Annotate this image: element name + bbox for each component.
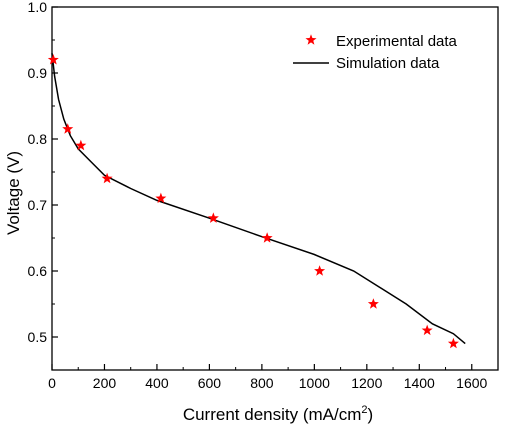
- legend-box: [285, 25, 481, 75]
- x-tick-label: 400: [145, 375, 169, 391]
- x-tick-label: 1000: [299, 375, 330, 391]
- experimental-point: [101, 172, 113, 184]
- experimental-point: [155, 192, 167, 204]
- series-layer: [47, 53, 466, 349]
- y-tick-label: 0.6: [28, 263, 48, 279]
- x-tick-label: 600: [198, 375, 222, 391]
- x-axis-title-end: ): [368, 405, 374, 424]
- y-tick-label: 0.8: [28, 131, 48, 147]
- y-axis-title: Voltage (V): [4, 151, 23, 235]
- legend-star-marker: [305, 34, 317, 45]
- x-tick-label: 1400: [404, 375, 435, 391]
- simulation-line: [51, 53, 466, 345]
- experimental-point: [62, 123, 74, 134]
- x-axis-title-main: Current density (mA/cm: [183, 405, 362, 424]
- plot-border: [51, 6, 499, 371]
- x-tick-label: 0: [48, 375, 56, 391]
- axis-ticks: 0 200 400 600 800 1000 1200 1400 1600 0.5 0.6 0.7 0.…: [28, 0, 488, 391]
- x-tick-label: 1200: [351, 375, 382, 391]
- x-tick-label: 1600: [456, 375, 487, 391]
- experimental-point: [447, 337, 459, 349]
- x-axis-title-sup: 2: [361, 404, 367, 416]
- legend-label-experimental: Experimental data: [336, 33, 458, 50]
- legend: Experimental data Simulation data: [285, 25, 481, 75]
- y-tick-label: 1.0: [28, 0, 48, 15]
- experimental-point: [75, 139, 87, 151]
- experimental-point: [261, 232, 273, 243]
- y-tick-label: 0.7: [28, 197, 48, 213]
- experimental-point: [47, 54, 59, 65]
- y-tick-label: 0.9: [28, 65, 48, 81]
- experimental-point: [367, 298, 379, 309]
- legend-label-simulation: Simulation data: [336, 55, 440, 72]
- y-tick-label: 0.5: [28, 329, 48, 345]
- experimental-point: [207, 212, 219, 223]
- plot-frame: [51, 6, 499, 371]
- x-axis-title: Current density (mA/cm2): [183, 404, 373, 424]
- x-tick-label: 800: [250, 375, 274, 391]
- experimental-point: [314, 265, 326, 276]
- x-tick-label: 200: [93, 375, 117, 391]
- experimental-point: [421, 324, 433, 336]
